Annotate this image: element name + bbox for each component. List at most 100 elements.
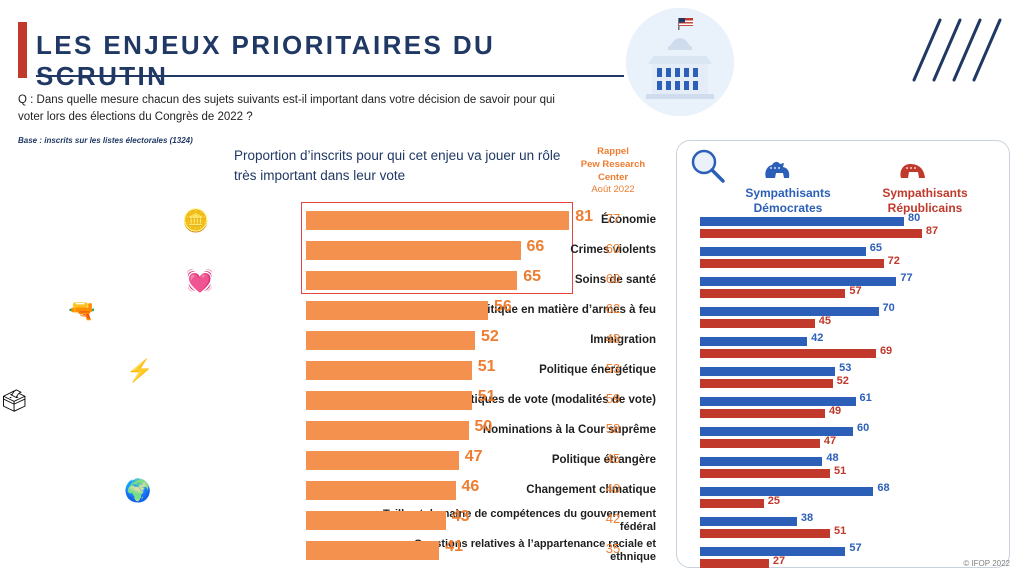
capitol-icon-svg <box>626 8 734 116</box>
bar-value: 65 <box>523 268 542 285</box>
bar-area: 66 <box>306 236 666 266</box>
bar-value: 81 <box>575 208 594 225</box>
decorative-strokes <box>896 14 1006 86</box>
chart-row: ⚡ Politique énergétique 51 53 <box>0 356 660 386</box>
title-accent-bar <box>18 22 27 78</box>
democrat-bar <box>700 217 904 226</box>
bar-area: 50 <box>306 416 666 446</box>
republican-bar <box>700 349 876 358</box>
survey-base: Base : inscrits sur les listes électoral… <box>18 136 193 145</box>
category-label: Changement climatique <box>526 484 656 497</box>
democrat-value: 42 <box>811 332 824 344</box>
bar-area: 52 <box>306 326 666 356</box>
democrat-bar <box>700 487 874 496</box>
democrat-bar <box>700 337 808 346</box>
republican-value: 51 <box>834 465 847 477</box>
republican-bar <box>700 409 825 418</box>
democrat-bar <box>700 277 897 286</box>
democrat-value: 68 <box>877 482 890 494</box>
partisan-row: 70 45 <box>700 302 1000 334</box>
republican-label-line1: Sympathisants <box>882 186 968 200</box>
republican-bar <box>700 499 764 508</box>
republican-value: 49 <box>828 405 842 417</box>
republican-elephant-icon <box>898 160 928 188</box>
category-label: Politique en matière d’armes à feu <box>469 304 656 317</box>
rappel-value: 45 <box>605 451 621 466</box>
democrat-value: 70 <box>882 302 895 314</box>
democrat-value: 57 <box>849 542 862 554</box>
democrat-bar <box>700 397 856 406</box>
bar-value: 41 <box>445 538 464 555</box>
republican-value: 25 <box>767 495 780 507</box>
democrat-label-line1: Sympathisants <box>745 186 831 200</box>
democrat-value: 53 <box>839 362 852 374</box>
rappel-value: 58 <box>605 421 621 436</box>
bar-value: 46 <box>461 478 480 495</box>
bar-value: 66 <box>526 238 545 255</box>
republican-bar <box>700 259 884 268</box>
republican-bar <box>700 379 833 388</box>
chart-row: Immigration 52 48 <box>0 326 660 356</box>
republican-label-line2: Républicains <box>887 201 963 215</box>
chart-row: Taille et domaine de compétences du gouv… <box>0 506 660 536</box>
partisan-row: 61 49 <box>700 392 1000 424</box>
rappel-value: 42 <box>605 511 621 526</box>
category-label: Politique étrangère <box>551 454 656 467</box>
rappel-value: 77 <box>605 211 621 226</box>
republican-value: 72 <box>887 255 900 267</box>
bar-area: 56 <box>306 296 666 326</box>
bar <box>306 451 459 470</box>
democrat-donkey-icon <box>762 160 792 188</box>
rappel-line3: Center <box>597 171 629 183</box>
category-label: Questions relatives à l’appartenance rac… <box>413 538 656 563</box>
gun-icon: 🔫 <box>68 298 96 323</box>
bar-value: 50 <box>474 418 493 435</box>
bar-area: 81 <box>306 206 666 236</box>
bar-area: 46 <box>306 476 666 506</box>
republican-bar <box>700 529 831 538</box>
bar <box>306 541 440 560</box>
bar-value: 51 <box>477 388 496 405</box>
republican-value: 45 <box>818 315 831 327</box>
republican-value: 57 <box>849 285 862 297</box>
page-title: LES ENJEUX PRIORITAIRES DU SCRUTIN <box>36 30 496 91</box>
bar-value: 56 <box>494 298 512 315</box>
chart-subtitle: Proportion d’inscrits pour qui cet enjeu… <box>234 148 561 184</box>
democrat-bar <box>700 247 866 256</box>
rappel-line4: Août 2022 <box>591 184 635 196</box>
climate-icon: 🌍 <box>124 478 152 503</box>
bar <box>306 481 456 500</box>
coins-icon: 🪙 <box>182 208 210 233</box>
category-label: Politiques de vote (modalités de vote) <box>449 394 656 407</box>
bar <box>306 211 570 230</box>
partisan-row: 57 27 <box>700 542 1000 574</box>
republican-value: 52 <box>836 375 849 387</box>
chart-row: Questions relatives à l’appartenance rac… <box>0 536 660 566</box>
republican-value: 51 <box>834 525 847 537</box>
republican-bar <box>700 319 815 328</box>
rappel-line1: Rappel <box>597 146 629 157</box>
partisan-row: 38 51 <box>700 512 1000 544</box>
chart-row: Crimes violents 66 60 <box>0 236 660 266</box>
bar-value: 51 <box>477 358 496 375</box>
chart-row: 🔫 Politique en matière d’armes à feu 56 62 <box>0 296 660 326</box>
title-bar: LES ENJEUX PRIORITAIRES DU SCRUTIN <box>18 22 624 91</box>
bar-area: 47 <box>306 446 666 476</box>
rappel-value: 35 <box>605 541 621 556</box>
rappel-value: 62 <box>605 301 621 316</box>
chart-row: 🗳 Politiques de vote (modalités de vote) 5… <box>0 386 660 416</box>
democrat-bar <box>700 427 853 436</box>
chart-row: Politique étrangère 47 45 <box>0 446 660 476</box>
ballot-box-icon: 🗳 <box>0 388 28 413</box>
republican-value: 47 <box>823 435 837 447</box>
chart-row: 💓 Soins de santé 65 60 <box>0 266 660 296</box>
bar <box>306 421 469 440</box>
democrat-value: 60 <box>857 422 870 434</box>
republican-bar <box>700 289 846 298</box>
rappel-value: 60 <box>605 241 621 256</box>
republican-value: 87 <box>925 225 939 237</box>
rappel-value: 59 <box>605 391 621 406</box>
bar <box>306 331 475 350</box>
republican-value: 27 <box>772 555 786 567</box>
